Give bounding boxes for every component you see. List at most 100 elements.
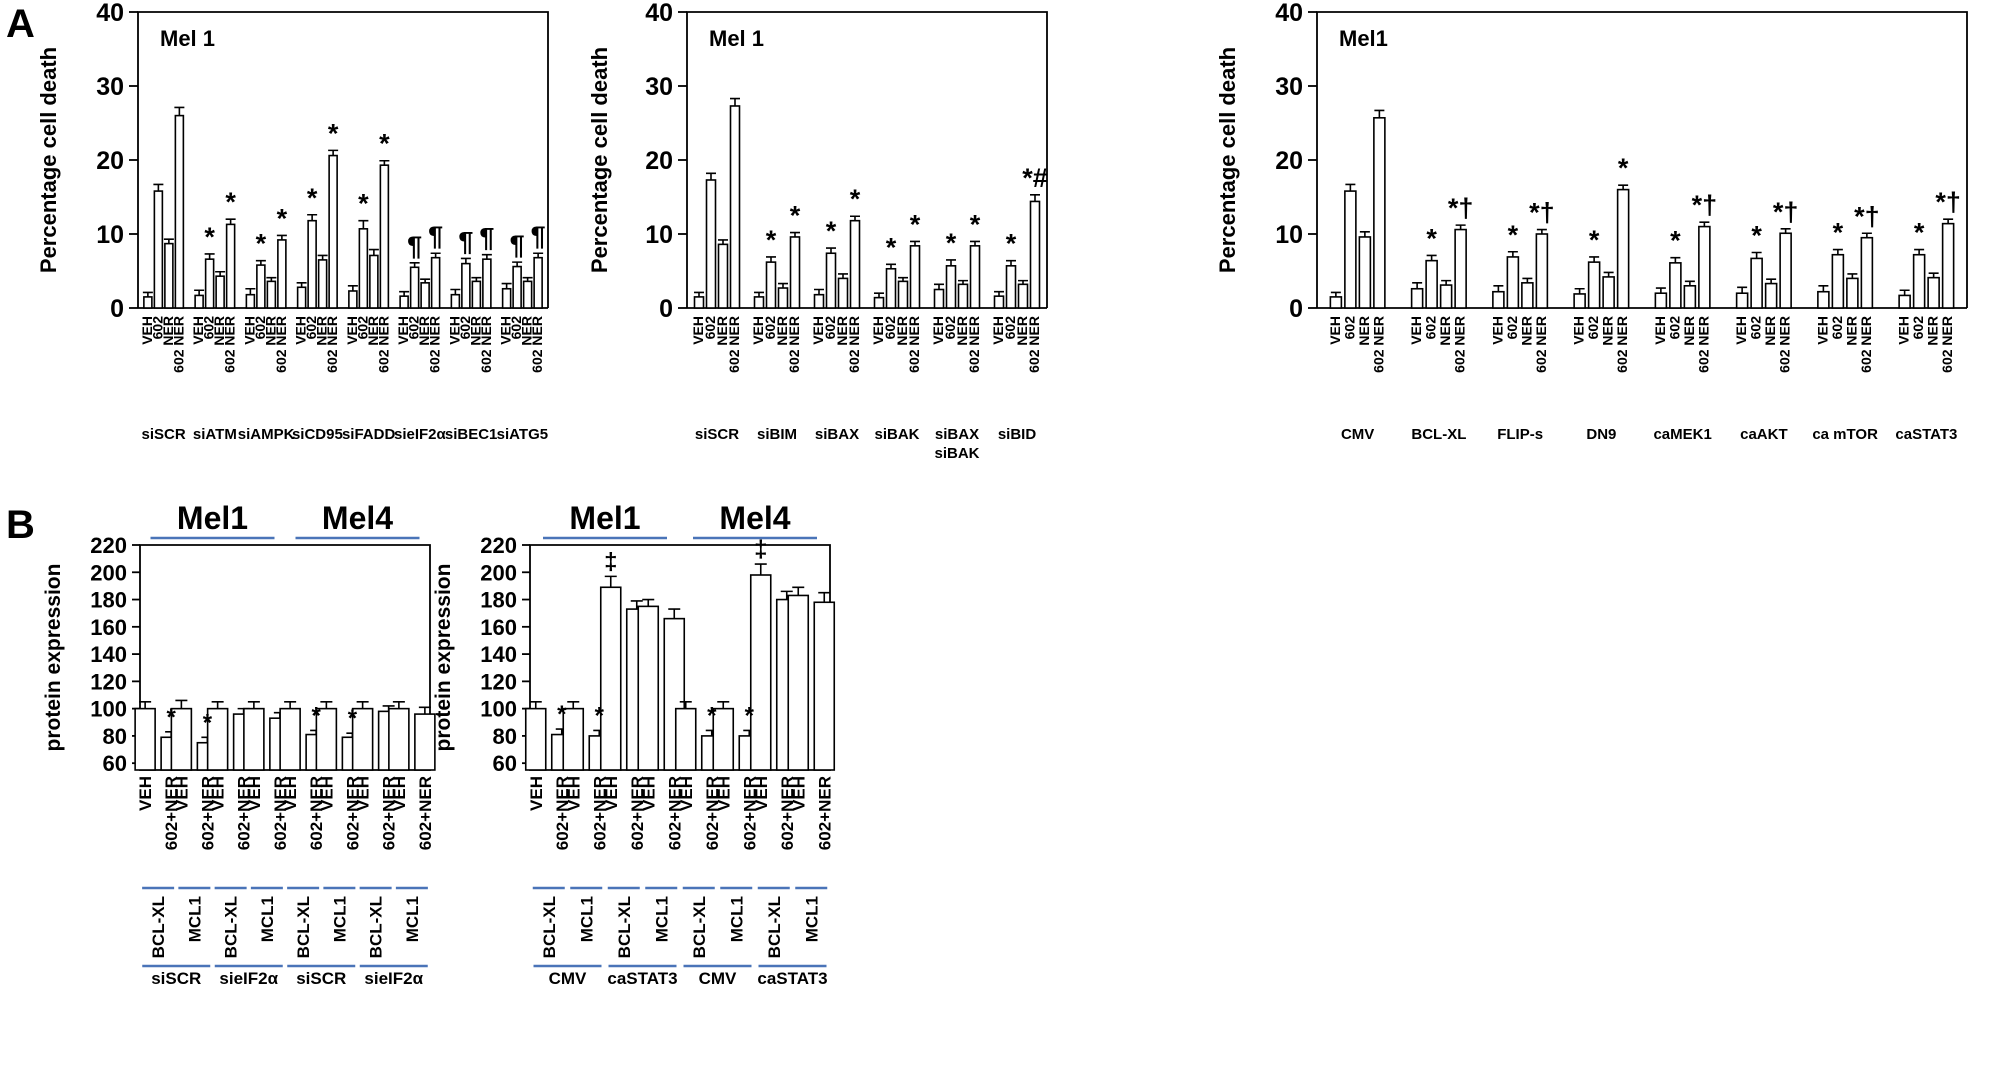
significance-marker: *: [311, 702, 321, 729]
bar: [388, 707, 410, 771]
condition-label: 602: [1910, 316, 1926, 340]
significance-marker: *†: [1692, 190, 1718, 220]
bar: [245, 293, 256, 309]
condition-label: 602: [252, 316, 268, 340]
group-label: siBEC1: [445, 426, 498, 443]
y-tick-label: 30: [1275, 73, 1303, 101]
y-tick-label: 30: [645, 73, 673, 101]
cell-line-header: Mel1: [569, 500, 640, 536]
significance-marker: *: [1589, 225, 1600, 255]
y-tick-label: 20: [96, 147, 124, 175]
condition-label: VEH: [317, 776, 336, 811]
condition-label: 602+NER: [380, 776, 399, 850]
condition-label: 602 NER: [1695, 316, 1711, 373]
bar: [693, 296, 705, 309]
condition-label: VEH: [789, 776, 808, 811]
y-tick-label: 120: [90, 669, 127, 694]
y-tick-label: 10: [645, 221, 673, 249]
condition-label: 602: [149, 316, 165, 340]
condition-label: VEH: [527, 776, 546, 811]
significance-marker: *: [910, 209, 921, 239]
group-label: siFADD: [342, 426, 396, 443]
y-tick-label: 20: [645, 147, 673, 175]
bar: [409, 266, 420, 309]
condition-label: VEH: [1652, 316, 1668, 345]
group-label: FLIP-s: [1497, 426, 1543, 443]
condition-label: 602 NER: [846, 316, 862, 373]
protein-label: BCL-XL: [615, 896, 634, 958]
condition-label: 602+NER: [271, 776, 290, 850]
group-label: ca mTOR: [1812, 426, 1878, 443]
condition-label: NER: [1014, 316, 1030, 346]
bar: [674, 707, 697, 771]
condition-label: NER: [314, 316, 330, 346]
condition-label: 602+NER: [665, 776, 684, 850]
condition-label: NER: [1925, 316, 1941, 346]
condition-label: 602 NER: [222, 316, 238, 373]
bar: [1535, 233, 1549, 309]
y-tick-label: 60: [493, 751, 517, 776]
condition-label: VEH: [1327, 316, 1343, 345]
panel-b-letter: B: [6, 503, 35, 547]
bar: [933, 288, 945, 309]
condition-label: VEH: [241, 316, 257, 345]
condition-label: VEH: [1489, 316, 1505, 345]
condition-label: NER: [262, 316, 278, 346]
bar: [957, 283, 969, 309]
condition-label: VEH: [136, 776, 155, 811]
bar: [215, 275, 225, 309]
bar: [1329, 296, 1343, 309]
bar: [945, 265, 957, 309]
bar: [825, 252, 837, 309]
significance-marker: ‡: [754, 536, 767, 563]
protein-label: BCL-XL: [149, 896, 168, 958]
bar: [969, 245, 981, 309]
bar: [399, 295, 409, 309]
bar: [328, 154, 338, 309]
protein-label: BCL-XL: [294, 896, 313, 958]
protein-label: BCL-XL: [540, 896, 559, 958]
group-label: siSCR: [695, 426, 739, 443]
bar: [1616, 188, 1630, 309]
y-tick-label: 160: [480, 615, 517, 640]
protein-label: BCL-XL: [765, 896, 784, 958]
bar: [1410, 287, 1424, 309]
significance-marker: ¶: [479, 223, 494, 253]
group-label: siBIM: [757, 426, 797, 443]
bar: [225, 223, 236, 309]
significance-marker: *: [307, 183, 318, 213]
y-tick-label: 40: [1275, 0, 1303, 27]
group-label: siAMPK: [238, 426, 295, 443]
condition-label: VEH: [1814, 316, 1830, 345]
sub-group-label: siSCR: [151, 969, 201, 988]
bar: [317, 259, 328, 309]
bar: [1005, 265, 1017, 309]
condition-label: VEH: [390, 776, 409, 811]
condition-label: VEH: [446, 316, 462, 345]
group-label: siBAX: [935, 426, 979, 443]
condition-label: NER: [416, 316, 432, 346]
condition-label: NER: [1356, 316, 1372, 346]
condition-label: 602+NER: [628, 776, 647, 850]
bar: [296, 286, 307, 309]
significance-marker: *†: [1773, 197, 1799, 227]
significance-marker: *: [358, 189, 369, 219]
bar: [637, 605, 660, 771]
condition-label: NER: [160, 316, 176, 346]
condition-label: VEH: [990, 316, 1006, 345]
protein-label: MCL1: [577, 896, 596, 942]
significance-marker: ¶: [510, 230, 525, 260]
condition-label: 602: [508, 316, 524, 340]
bar: [1817, 290, 1830, 309]
bar: [1358, 236, 1372, 309]
condition-label: NER: [1681, 316, 1697, 346]
condition-label: 602+NER: [553, 776, 572, 850]
bar: [765, 261, 777, 309]
condition-label: 602 NER: [427, 316, 443, 373]
significance-marker: *: [850, 184, 861, 214]
significance-marker: *: [1914, 218, 1925, 248]
bar: [885, 267, 897, 309]
cell-line-tag: Mel 1: [160, 26, 215, 51]
condition-label: NER: [1437, 316, 1453, 346]
